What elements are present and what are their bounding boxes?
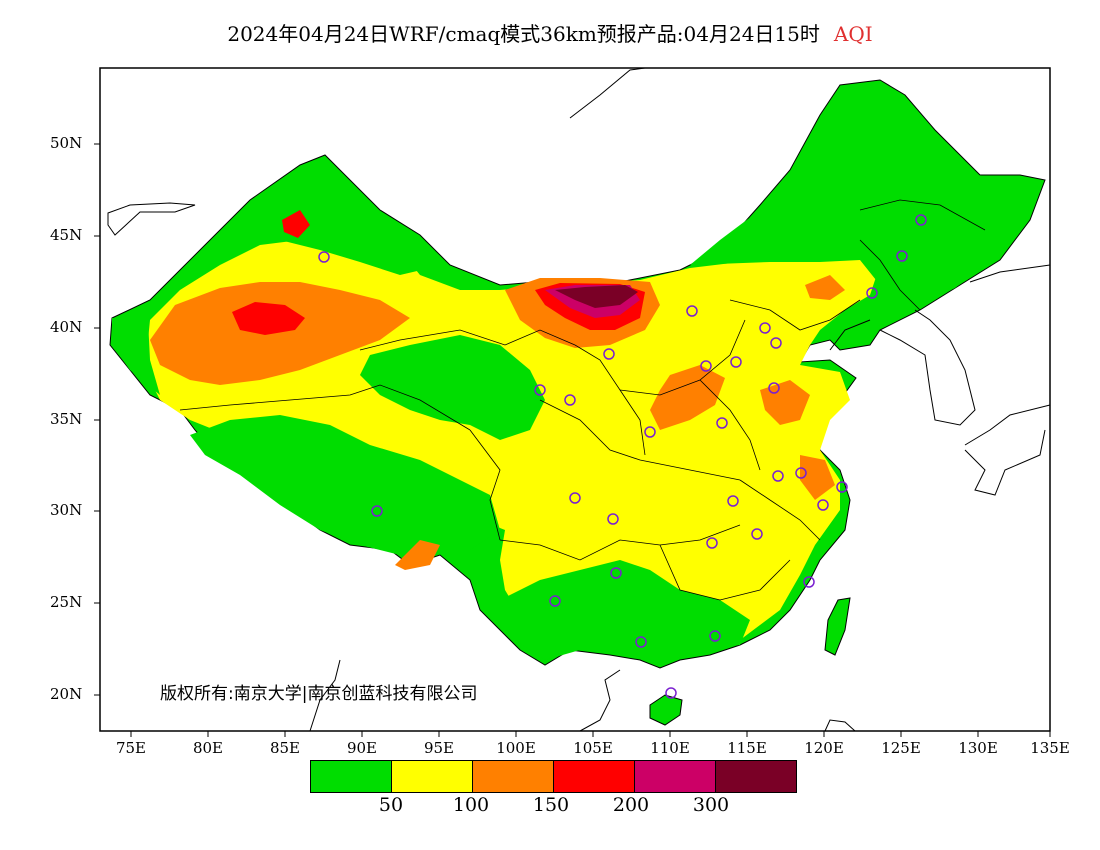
station-marker	[371, 505, 383, 517]
taiwan-island	[824, 597, 851, 656]
title-text: 2024年04月24日WRF/cmaq模式36km预报产品:04月24日15时	[227, 22, 820, 46]
pollutant-label: AQI	[833, 22, 873, 46]
southwest-green-area	[500, 560, 750, 662]
legend-threshold: 150	[532, 794, 570, 816]
map-frame	[99, 67, 1051, 732]
longitude-label: 100E	[496, 739, 536, 757]
tibet-green-area	[190, 415, 500, 555]
axis-ticks	[94, 143, 1051, 737]
station-marker	[607, 513, 619, 525]
map-title: 2024年04月24日WRF/cmaq模式36km预报产品:04月24日15时 A…	[0, 18, 1100, 47]
northeast-orange-area	[805, 275, 845, 300]
longitude-label: 125E	[881, 739, 921, 757]
legend-threshold: 200	[612, 794, 650, 816]
latitude-label: 30N	[50, 501, 83, 519]
longitude-label: 95E	[423, 739, 455, 757]
legend-threshold: 300	[692, 794, 730, 816]
northeast-green-area	[690, 85, 1040, 325]
aqi-legend-colorbar	[310, 760, 797, 793]
legend-swatch-unhealthy	[554, 761, 635, 792]
shandong-orange-area	[760, 380, 810, 425]
legend-swatch-very-unhealthy	[635, 761, 716, 792]
station-marker	[727, 495, 739, 507]
legend-swatch-moderate	[392, 761, 473, 792]
station-marker	[534, 384, 546, 396]
station-marker	[770, 337, 782, 349]
station-marker	[836, 481, 848, 493]
station-marker	[795, 467, 807, 479]
station-marker	[635, 636, 647, 648]
station-marker	[700, 360, 712, 372]
xinjiang-red-area	[232, 302, 305, 335]
station-marker	[603, 348, 615, 360]
longitude-label: 80E	[192, 739, 224, 757]
hainan-island	[649, 694, 683, 726]
longitude-label: 105E	[573, 739, 613, 757]
station-marker	[549, 595, 561, 607]
station-marker	[896, 250, 908, 262]
copyright-notice: 版权所有:南京大学|南京创蓝科技有限公司	[160, 684, 478, 704]
longitude-label: 115E	[727, 739, 767, 757]
longitude-label: 75E	[115, 739, 147, 757]
station-marker	[716, 417, 728, 429]
station-marker	[803, 576, 815, 588]
mongolia-border-darkred-area	[555, 285, 638, 308]
west-edge-green-area	[112, 318, 160, 395]
station-marker	[665, 687, 677, 699]
longitude-label: 120E	[804, 739, 844, 757]
longitude-label: 130E	[958, 739, 998, 757]
province-borders	[179, 199, 986, 601]
legend-swatch-sensitive	[473, 761, 554, 792]
coastlines	[107, 67, 1051, 732]
station-marker	[915, 214, 927, 226]
latitude-label: 25N	[50, 593, 83, 611]
station-marker	[569, 492, 581, 504]
station-marker	[751, 528, 763, 540]
station-marker	[709, 630, 721, 642]
longitude-label: 135E	[1030, 739, 1070, 757]
north-xinjiang-green-area	[248, 158, 430, 275]
station-marker	[318, 251, 330, 263]
legend-swatch-hazardous	[716, 761, 796, 792]
legend-threshold: 100	[452, 794, 490, 816]
station-marker	[759, 322, 771, 334]
station-marker	[564, 394, 576, 406]
latitude-label: 35N	[50, 410, 83, 428]
legend-swatch-good	[311, 761, 392, 792]
latitude-label: 40N	[50, 318, 83, 336]
station-marker	[706, 537, 718, 549]
longitude-label: 110E	[650, 739, 690, 757]
taklamakan-orange-area	[150, 282, 410, 385]
station-markers	[318, 214, 927, 699]
north-xinjiang-red-area	[282, 210, 310, 238]
station-marker	[768, 382, 780, 394]
station-marker	[730, 356, 742, 368]
station-marker	[644, 426, 656, 438]
north-china-orange-area	[650, 365, 725, 430]
yunnan-orange-area	[395, 540, 440, 570]
station-marker	[772, 470, 784, 482]
latitude-label: 20N	[50, 685, 83, 703]
station-marker	[610, 567, 622, 579]
qinghai-green-area	[360, 335, 545, 440]
latitude-label: 45N	[50, 226, 83, 244]
legend-threshold: 50	[378, 794, 404, 816]
station-marker	[686, 305, 698, 317]
station-marker	[817, 499, 829, 511]
longitude-label: 90E	[346, 739, 378, 757]
latitude-label: 50N	[50, 134, 83, 152]
longitude-label: 85E	[269, 739, 301, 757]
east-china-orange-area	[800, 455, 835, 500]
station-marker	[866, 287, 878, 299]
